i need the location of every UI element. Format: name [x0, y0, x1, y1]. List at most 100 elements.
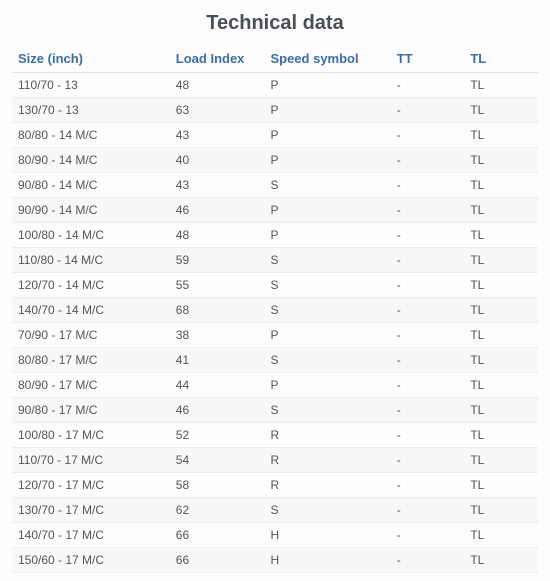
table-cell: P: [264, 198, 390, 223]
table-cell: S: [264, 298, 390, 323]
table-cell: 100/80 - 14 M/C: [12, 223, 170, 248]
table-cell: P: [264, 148, 390, 173]
col-header-size: Size (inch): [12, 45, 170, 73]
table-cell: TL: [464, 498, 538, 523]
table-cell: P: [264, 73, 390, 98]
table-cell: 44: [170, 373, 265, 398]
table-cell: 40: [170, 148, 265, 173]
table-row: 120/70 - 14 M/C55S-TL: [12, 273, 538, 298]
table-cell: 120/70 - 14 M/C: [12, 273, 170, 298]
table-cell: 48: [170, 223, 265, 248]
table-cell: 80/90 - 14 M/C: [12, 148, 170, 173]
table-cell: -: [391, 198, 465, 223]
table-cell: P: [264, 323, 390, 348]
table-cell: 90/80 - 14 M/C: [12, 173, 170, 198]
table-row: 90/90 - 14 M/C46P-TL: [12, 198, 538, 223]
table-cell: 90/80 - 17 M/C: [12, 398, 170, 423]
table-cell: 70/90 - 17 M/C: [12, 323, 170, 348]
table-cell: R: [264, 448, 390, 473]
table-cell: 59: [170, 248, 265, 273]
table-cell: TL: [464, 523, 538, 548]
table-row: 80/80 - 17 M/C41S-TL: [12, 348, 538, 373]
table-cell: TL: [464, 73, 538, 98]
table-cell: TL: [464, 123, 538, 148]
table-cell: -: [391, 298, 465, 323]
table-cell: S: [264, 348, 390, 373]
table-cell: 110/80 - 14 M/C: [12, 248, 170, 273]
table-cell: R: [264, 423, 390, 448]
table-cell: 52: [170, 423, 265, 448]
table-row: 80/80 - 14 M/C43P-TL: [12, 123, 538, 148]
table-cell: TL: [464, 348, 538, 373]
table-row: 130/70 - 17 M/C62S-TL: [12, 498, 538, 523]
table-cell: S: [264, 173, 390, 198]
table-cell: -: [391, 273, 465, 298]
table-cell: 38: [170, 323, 265, 348]
table-cell: 62: [170, 498, 265, 523]
table-cell: 58: [170, 473, 265, 498]
table-cell: TL: [464, 473, 538, 498]
table-row: 80/90 - 14 M/C40P-TL: [12, 148, 538, 173]
table-cell: 110/70 - 17 M/C: [12, 448, 170, 473]
table-cell: TL: [464, 323, 538, 348]
table-row: 110/70 - 17 M/C54R-TL: [12, 448, 538, 473]
table-cell: -: [391, 448, 465, 473]
table-row: 120/70 - 17 M/C58R-TL: [12, 473, 538, 498]
table-cell: TL: [464, 298, 538, 323]
col-header-tl: TL: [464, 45, 538, 73]
table-cell: -: [391, 473, 465, 498]
table-row: 80/90 - 17 M/C44P-TL: [12, 373, 538, 398]
table-cell: -: [391, 98, 465, 123]
table-cell: S: [264, 273, 390, 298]
table-row: 130/70 - 1363P-TL: [12, 98, 538, 123]
table-cell: 80/80 - 14 M/C: [12, 123, 170, 148]
col-header-tt: TT: [391, 45, 465, 73]
table-cell: 120/70 - 17 M/C: [12, 473, 170, 498]
table-cell: 46: [170, 398, 265, 423]
table-cell: 140/70 - 14 M/C: [12, 298, 170, 323]
table-cell: 140/70 - 17 M/C: [12, 523, 170, 548]
table-cell: 80/80 - 17 M/C: [12, 348, 170, 373]
table-cell: TL: [464, 448, 538, 473]
table-cell: -: [391, 548, 465, 573]
table-cell: -: [391, 148, 465, 173]
table-cell: 150/60 - 17 M/C: [12, 548, 170, 573]
table-cell: TL: [464, 148, 538, 173]
table-cell: 90/90 - 14 M/C: [12, 198, 170, 223]
col-header-speed: Speed symbol: [264, 45, 390, 73]
table-cell: -: [391, 498, 465, 523]
col-header-load: Load Index: [170, 45, 265, 73]
table-cell: TL: [464, 423, 538, 448]
table-cell: 63: [170, 98, 265, 123]
table-cell: 41: [170, 348, 265, 373]
table-cell: 110/70 - 13: [12, 73, 170, 98]
table-cell: -: [391, 373, 465, 398]
table-cell: -: [391, 223, 465, 248]
table-cell: R: [264, 473, 390, 498]
table-row: 100/80 - 14 M/C48P-TL: [12, 223, 538, 248]
table-cell: 55: [170, 273, 265, 298]
table-cell: -: [391, 348, 465, 373]
table-cell: 48: [170, 73, 265, 98]
table-cell: P: [264, 123, 390, 148]
table-row: 140/70 - 14 M/C68S-TL: [12, 298, 538, 323]
table-cell: TL: [464, 173, 538, 198]
table-cell: 130/70 - 13: [12, 98, 170, 123]
table-cell: TL: [464, 198, 538, 223]
table-cell: S: [264, 248, 390, 273]
table-row: 140/70 - 17 M/C66H-TL: [12, 523, 538, 548]
table-cell: -: [391, 173, 465, 198]
table-cell: -: [391, 523, 465, 548]
table-header-row: Size (inch) Load Index Speed symbol TT T…: [12, 45, 538, 73]
table-cell: TL: [464, 223, 538, 248]
table-row: 150/60 - 17 M/C66H-TL: [12, 548, 538, 573]
table-cell: 43: [170, 123, 265, 148]
table-cell: P: [264, 373, 390, 398]
table-cell: -: [391, 123, 465, 148]
table-cell: S: [264, 398, 390, 423]
table-cell: 54: [170, 448, 265, 473]
table-cell: TL: [464, 248, 538, 273]
table-cell: 43: [170, 173, 265, 198]
table-body: 110/70 - 1348P-TL130/70 - 1363P-TL80/80 …: [12, 73, 538, 573]
table-cell: 66: [170, 548, 265, 573]
